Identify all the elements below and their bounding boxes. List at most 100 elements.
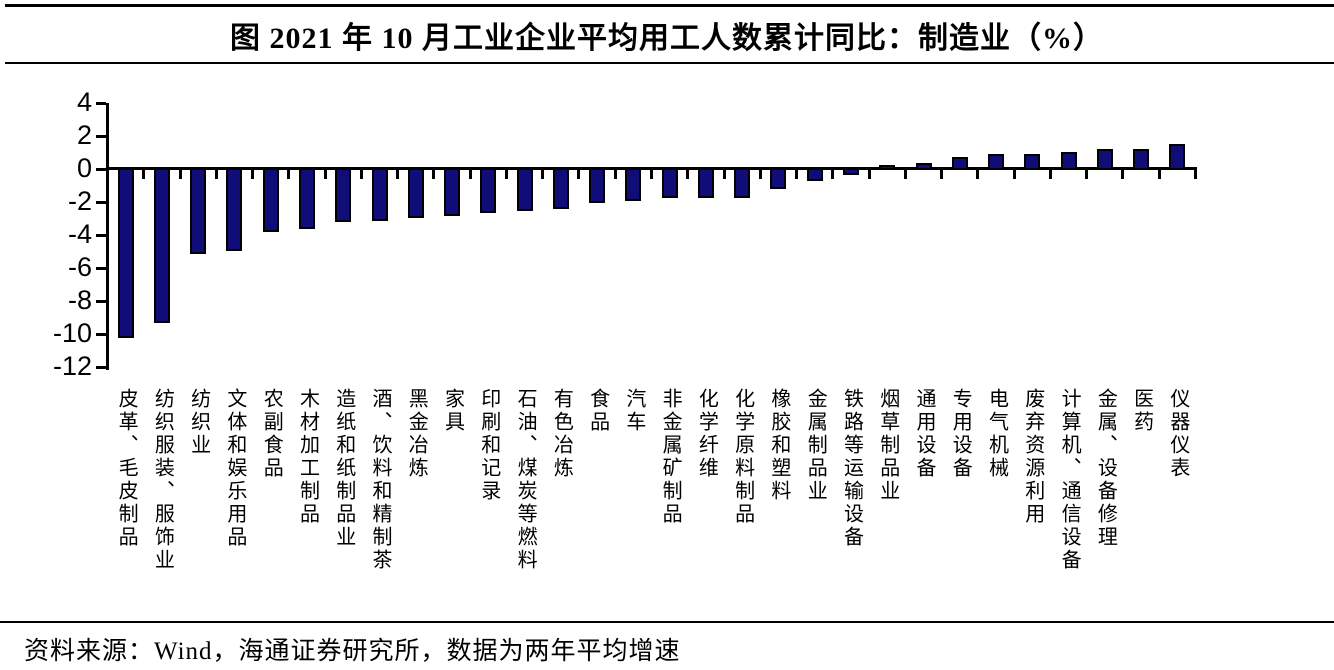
category-label: 铁路等运输设备 [840,388,863,549]
bar-chart: 4 2 0 -2 -4 -6 -8 -10 -12 皮革、毛皮制品 纺织服装、服饰业 纺织业 文体和娱… [52,87,1197,572]
y-tick-label: -2 [67,186,92,216]
y-tick [96,167,106,171]
y-tick [96,134,106,138]
category-label: 汽车 [622,388,645,434]
x-tick [686,170,690,179]
y-tick-label: -10 [52,318,92,348]
figure-title: 图 2021 年 10 月工业企业平均用工人数累计同比：制造业（%） [230,22,1104,55]
bar-汽车 [625,168,642,201]
y-tick [96,200,106,204]
bar-通用设备 [915,163,932,170]
x-tick [504,170,508,179]
y-tick [96,332,106,336]
category-label: 橡胶和塑料 [767,388,790,503]
x-tick [940,170,944,179]
x-tick [1085,170,1089,179]
y-tick [96,101,106,105]
category-label: 农副食品 [260,388,283,480]
bar-化学纤维 [697,168,714,198]
bar-石油、煤炭等燃料 [516,168,533,211]
x-tick [323,170,327,179]
category-label: 家具 [441,388,464,434]
x-tick [577,170,581,179]
bar-文体和娱乐用品 [226,168,243,251]
category-label: 纺织服装、服饰业 [151,388,174,572]
x-tick [396,170,400,179]
y-tick-label: 2 [76,120,92,150]
top-border-line [5,4,1334,7]
x-tick [359,170,363,179]
bar-黑金冶炼 [407,168,424,218]
x-tick [1121,170,1125,179]
bar-农副食品 [262,168,279,233]
category-label: 金属、设备修理 [1094,388,1117,549]
footer-divider-line [0,621,1334,623]
category-label: 文体和娱乐用品 [223,388,246,549]
category-label: 仪器仪表 [1166,388,1189,480]
bar-铁路等运输设备 [842,168,859,175]
category-label: 纺织业 [187,388,210,457]
category-label: 计算机、通信设备 [1058,388,1081,572]
bar-计算机、通信设备 [1060,151,1077,170]
bar-医药 [1133,148,1150,170]
source-note: 资料来源：Wind，海通证券研究所，数据为两年平均增速 [24,638,681,665]
y-tick [96,299,106,303]
x-tick [1157,170,1161,179]
bar-金属、设备修理 [1096,148,1113,170]
x-axis [106,167,1197,170]
bar-化学原料制品 [734,168,751,198]
bar-废弃资源利用 [1024,153,1041,170]
x-tick [722,170,726,179]
bar-非金属矿制品 [661,168,678,198]
bar-纺织服装、服饰业 [153,168,170,324]
x-tick [831,170,835,179]
bar-皮革、毛皮制品 [117,168,134,338]
x-tick [142,170,146,179]
y-tick-label: 4 [76,87,92,117]
category-label: 烟草制品业 [876,388,899,503]
x-tick [251,170,255,179]
x-tick [650,170,653,179]
category-label: 废弃资源利用 [1021,388,1044,526]
bar-烟草制品业 [879,165,896,170]
x-tick [903,170,907,179]
x-tick [1048,170,1052,179]
x-tick [613,170,617,179]
bar-纺织业 [190,168,207,254]
bar-印刷和记录 [480,168,497,213]
category-label: 有色冶炼 [550,388,573,480]
x-tick [432,170,436,179]
bar-木材加工制品 [298,168,315,230]
bar-橡胶和塑料 [770,168,787,190]
bar-仪器仪表 [1169,143,1186,170]
category-label: 通用设备 [913,388,935,480]
x-tick [1012,170,1016,179]
category-label: 电气机械 [985,388,1008,480]
category-label: 化学原料制品 [731,388,754,526]
category-label: 金属制品业 [804,388,827,503]
category-label: 非金属矿制品 [659,388,682,526]
x-tick [758,170,762,179]
y-tick [96,233,106,237]
category-label: 木材加工制品 [296,388,319,526]
category-label: 食品 [586,388,609,434]
category-label: 专用设备 [949,388,972,480]
x-tick [795,170,799,179]
y-tick-label: -8 [67,285,92,315]
x-tick [106,170,109,179]
y-tick [96,365,106,369]
category-label: 黑金冶炼 [405,388,428,480]
category-label: 印刷和记录 [477,388,500,503]
category-label: 化学纤维 [695,388,718,480]
bar-有色冶炼 [552,168,569,210]
category-label: 造纸和纸制品业 [332,388,355,549]
y-tick [96,266,106,270]
x-tick [867,170,871,179]
y-tick-label: 0 [76,153,92,183]
y-axis [106,103,109,370]
category-label: 医药 [1130,388,1153,434]
y-tick-label: -4 [67,219,92,249]
category-label: 石油、煤炭等燃料 [514,388,537,572]
bar-家具 [444,168,461,216]
